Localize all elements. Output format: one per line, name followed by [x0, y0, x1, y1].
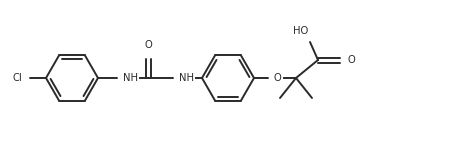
Text: HO: HO: [293, 26, 308, 36]
Text: O: O: [347, 55, 355, 65]
Text: NH: NH: [123, 73, 138, 83]
Text: O: O: [144, 40, 152, 50]
Text: O: O: [274, 73, 282, 83]
Text: NH: NH: [179, 73, 194, 83]
Text: Cl: Cl: [12, 73, 22, 83]
